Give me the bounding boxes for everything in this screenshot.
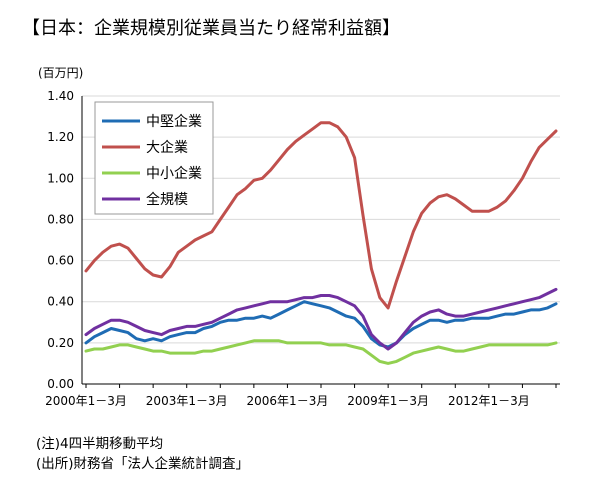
series-line: [84, 121, 558, 310]
note-source: (出所)財務省「法人企業統計調査」: [36, 456, 250, 472]
y-tick-label: 0.20: [47, 336, 74, 350]
x-tick-label: 2006年1－3月: [247, 394, 329, 408]
note-moving-average: (注)4四半期移動平均: [36, 436, 164, 452]
y-tick-label: 0.60: [47, 254, 74, 268]
legend-label: 大企業: [146, 139, 188, 156]
y-tick-label: 0.80: [47, 212, 74, 226]
x-axis-ticks: 2000年1－3月 2003年1－3月 2006年1－3月 2009年1－3月 2012…: [45, 384, 557, 408]
y-tick-label: 1.20: [47, 130, 74, 144]
footnotes: (注)4四半期移動平均 (出所)財務省「法人企業統計調査」: [36, 434, 249, 474]
line-chart: (百万円) 0.00 0.20 0.40 0.60 0.80 1.00 1.20 1.40 2…: [38, 66, 560, 408]
chart-title: 【日本：企業規模別従業員当たり経常利益額】: [22, 18, 400, 39]
y-tick-label: 1.40: [47, 89, 74, 103]
x-tick-label: 2000年1－3月: [45, 394, 127, 408]
x-tick-label: 2009年1－3月: [347, 394, 429, 408]
series-line: [84, 300, 558, 349]
y-tick-label: 1.00: [47, 171, 74, 185]
legend-label: 中小企業: [146, 165, 202, 182]
series-line: [84, 339, 558, 365]
legend-label: 中堅企業: [146, 113, 202, 130]
x-tick-label: 2012年1－3月: [448, 394, 530, 408]
y-axis-unit-label: (百万円): [38, 66, 83, 80]
y-tick-label: 0.40: [47, 295, 74, 309]
series-line: [84, 287, 558, 351]
legend-label: 全規模: [146, 191, 188, 208]
y-tick-label: 0.00: [47, 377, 74, 391]
y-axis-ticks: 0.00 0.20 0.40 0.60 0.80 1.00 1.20 1.40: [47, 89, 74, 391]
series-lines: [84, 121, 558, 365]
x-tick-label: 2003年1－3月: [146, 394, 228, 408]
